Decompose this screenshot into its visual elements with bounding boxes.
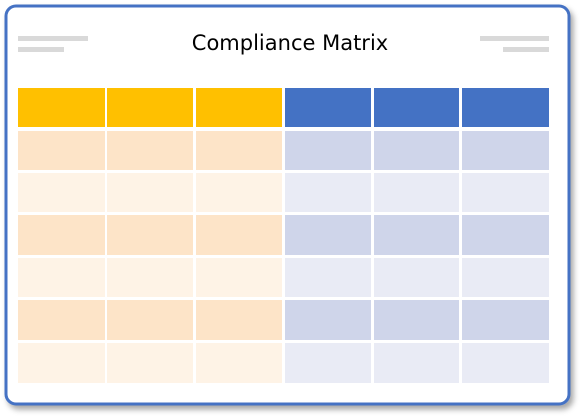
table-cell <box>285 343 371 383</box>
placeholder-line <box>503 47 549 52</box>
table-cell <box>462 215 549 255</box>
table-cell <box>462 173 549 212</box>
table-cell <box>374 343 459 383</box>
table-cell <box>374 258 459 297</box>
table-cell <box>285 215 371 255</box>
table-cell <box>196 300 282 340</box>
table-cell <box>18 131 105 170</box>
table-cell <box>107 258 193 297</box>
table-cell <box>285 300 371 340</box>
table-cell <box>285 173 371 212</box>
table-cell <box>285 258 371 297</box>
header-cell <box>285 88 371 127</box>
table-cell <box>285 131 371 170</box>
matrix-table <box>18 88 549 383</box>
table-cell <box>462 131 549 170</box>
placeholder-line <box>480 36 549 41</box>
header-cell <box>374 88 459 127</box>
table-cell <box>196 343 282 383</box>
table-cell <box>18 258 105 297</box>
table-cell <box>462 343 549 383</box>
table-cell <box>196 173 282 212</box>
header-cell <box>462 88 549 127</box>
header-cell <box>196 88 282 127</box>
table-cell <box>196 258 282 297</box>
table-cell <box>462 258 549 297</box>
placeholder-line <box>18 36 88 41</box>
table-cell <box>107 215 193 255</box>
header-cell <box>18 88 105 127</box>
table-cell <box>107 131 193 170</box>
title: Compliance Matrix <box>192 31 388 55</box>
table-cell <box>374 131 459 170</box>
table-cell <box>196 215 282 255</box>
table-cell <box>18 215 105 255</box>
placeholder-line <box>18 47 64 52</box>
table-cell <box>18 343 105 383</box>
table-cell <box>107 173 193 212</box>
table-cell <box>374 300 459 340</box>
table-cell <box>196 131 282 170</box>
header-cell <box>107 88 193 127</box>
table-cell <box>18 300 105 340</box>
table-cell <box>374 173 459 212</box>
table-cell <box>374 215 459 255</box>
table-cell <box>107 300 193 340</box>
table-cell <box>462 300 549 340</box>
table-cell <box>107 343 193 383</box>
table-cell <box>18 173 105 212</box>
